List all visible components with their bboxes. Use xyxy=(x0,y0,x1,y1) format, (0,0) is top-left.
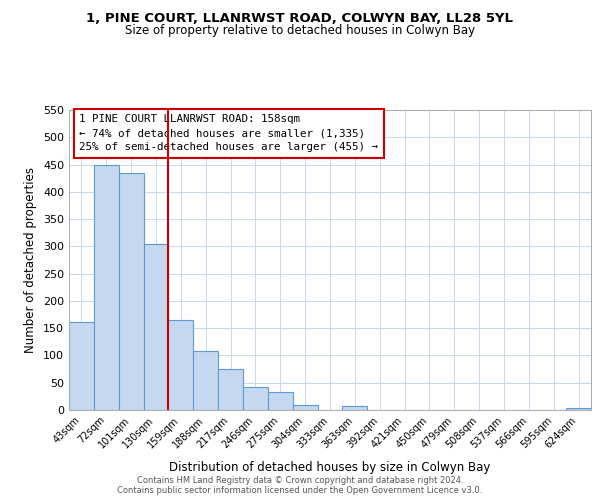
Bar xyxy=(293,404,317,410)
Bar xyxy=(343,406,367,410)
Bar xyxy=(143,244,169,410)
Bar xyxy=(566,408,591,410)
Bar xyxy=(119,172,143,410)
Text: Contains public sector information licensed under the Open Government Licence v3: Contains public sector information licen… xyxy=(118,486,482,495)
Bar xyxy=(69,322,94,410)
Bar xyxy=(193,351,218,410)
X-axis label: Distribution of detached houses by size in Colwyn Bay: Distribution of detached houses by size … xyxy=(169,461,491,474)
Bar xyxy=(94,164,119,410)
Bar xyxy=(243,386,268,410)
Y-axis label: Number of detached properties: Number of detached properties xyxy=(25,167,37,353)
Bar xyxy=(169,320,193,410)
Bar xyxy=(218,369,243,410)
Bar xyxy=(268,392,293,410)
Text: Size of property relative to detached houses in Colwyn Bay: Size of property relative to detached ho… xyxy=(125,24,475,37)
Text: 1, PINE COURT, LLANRWST ROAD, COLWYN BAY, LL28 5YL: 1, PINE COURT, LLANRWST ROAD, COLWYN BAY… xyxy=(86,12,514,26)
Text: 1 PINE COURT LLANRWST ROAD: 158sqm
← 74% of detached houses are smaller (1,335)
: 1 PINE COURT LLANRWST ROAD: 158sqm ← 74%… xyxy=(79,114,379,152)
Text: Contains HM Land Registry data © Crown copyright and database right 2024.: Contains HM Land Registry data © Crown c… xyxy=(137,476,463,485)
